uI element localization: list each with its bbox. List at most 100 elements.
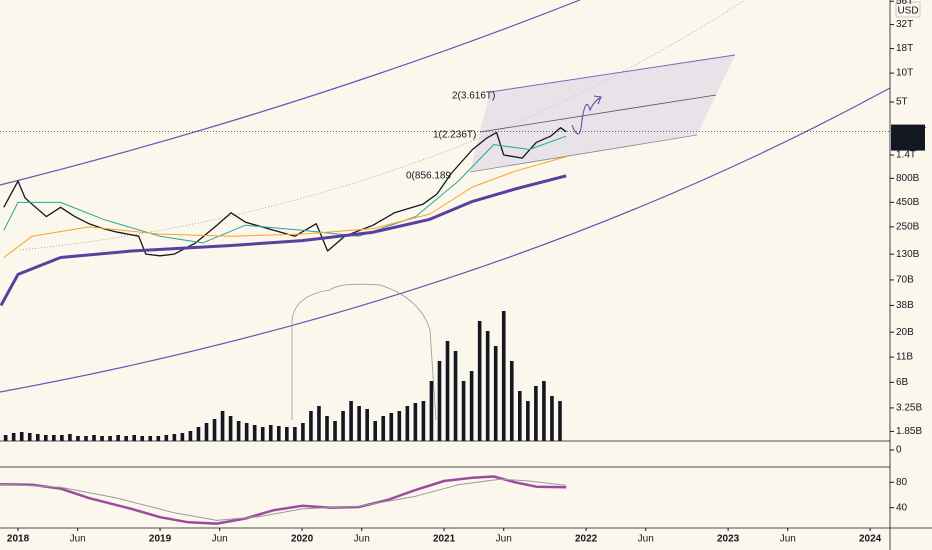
volume-bar	[501, 311, 506, 441]
x-tick-label: 2019	[149, 534, 172, 545]
x-tick-label: Jun	[70, 534, 86, 545]
volume-bar	[477, 321, 482, 441]
volume-bar	[429, 381, 434, 441]
volume-bar	[285, 427, 289, 441]
volume-bar	[309, 411, 313, 441]
volume-bar	[373, 421, 378, 441]
volume-bar	[397, 411, 402, 441]
fib-label: 1(2.236T)	[433, 130, 476, 141]
volume-profile	[291, 283, 437, 421]
volume-bar	[188, 431, 193, 441]
y-tick-label: 800B	[896, 173, 920, 184]
x-tick-label: Jun	[780, 534, 796, 545]
y-tick-label: 450B	[896, 197, 920, 208]
volume-bar	[453, 351, 458, 441]
volume-bar	[389, 413, 394, 441]
series-line	[3, 135, 567, 244]
volume-bar	[19, 432, 24, 441]
volume-bar	[244, 423, 249, 441]
channel-line	[469, 134, 698, 173]
volume-bar	[27, 433, 32, 441]
y-tick-label: 11B	[896, 352, 913, 363]
volume-bar	[116, 435, 120, 441]
volume-bar	[276, 426, 281, 441]
y-tick-label: 40	[896, 502, 908, 513]
y-tick-label: 56T	[896, 0, 913, 7]
volume-bar	[212, 419, 217, 441]
volume-bar	[542, 381, 546, 441]
volume-bar	[3, 435, 8, 441]
volume-bar	[236, 421, 241, 441]
series-line	[3, 156, 567, 258]
y-tick-label: 0	[896, 445, 902, 456]
volume-bar	[445, 341, 450, 441]
volume-bar	[132, 435, 136, 441]
volume-bar	[156, 436, 161, 441]
channel-line	[479, 94, 717, 133]
volume-bar	[68, 434, 72, 441]
volume-bar	[365, 409, 369, 441]
volume-bar	[333, 421, 337, 441]
x-tick-label: 2020	[291, 534, 314, 545]
currency: USD	[897, 6, 918, 17]
y-tick-label: 20B	[896, 327, 914, 338]
volume-bar	[76, 436, 80, 441]
y-tick-label: 3.25B	[896, 403, 922, 414]
last-price-label: 2.458T	[895, 126, 926, 137]
series-line	[3, 127, 567, 257]
series-line	[0, 174, 567, 307]
y-tick-label: 70B	[896, 275, 914, 286]
x-tick-label: Jun	[212, 534, 228, 545]
x-tick-label: 2018	[7, 534, 30, 545]
volume-bar	[509, 361, 514, 441]
volume-bar	[60, 435, 64, 441]
y-tick-label: 130B	[896, 249, 920, 260]
x-tick-label: 2023	[717, 534, 740, 545]
x-tick-label: 2024	[859, 534, 882, 545]
volume-bar	[108, 436, 112, 441]
y-tick-label: 1.85B	[896, 426, 922, 437]
volume-bar	[148, 436, 153, 441]
volume-bar	[140, 436, 145, 441]
volume-bar	[349, 401, 353, 441]
y-tick-label: 32T	[896, 19, 913, 30]
x-tick-label: Jun	[496, 534, 512, 545]
volume-bar	[11, 433, 16, 441]
volume-bar	[260, 427, 265, 441]
volume-bar	[44, 435, 48, 441]
fib-label: 0(856.189	[406, 171, 451, 182]
volume-bar	[84, 436, 88, 441]
x-tick-label: Jun	[638, 534, 654, 545]
volume-bar	[268, 425, 273, 441]
y-tick-label: 80	[896, 477, 908, 488]
last-price-box	[891, 124, 925, 151]
volume-bar	[164, 435, 169, 441]
x-tick-label: 2021	[433, 534, 456, 545]
volume-bar	[341, 411, 345, 441]
y-tick-label: 38B	[896, 300, 914, 311]
volume-bar	[413, 403, 418, 441]
volume-bar	[317, 406, 321, 441]
volume-bar	[534, 386, 538, 441]
volume-bar	[100, 436, 104, 441]
y-tick-label: 1.4T	[896, 150, 916, 161]
x-tick-label: Jun	[354, 534, 370, 545]
countdown: 3d 1h	[895, 138, 920, 149]
volume-bar	[526, 401, 530, 441]
fib-label: 2(3.616T)	[452, 91, 495, 102]
volume-bar	[518, 391, 522, 441]
volume-bar	[493, 346, 498, 441]
volume-bar	[550, 396, 554, 441]
y-tick-label: 250B	[896, 222, 920, 233]
volume-bar	[381, 416, 386, 441]
volume-bar	[293, 427, 297, 441]
arrow-head	[593, 95, 602, 105]
volume-bar	[220, 411, 225, 441]
volume-bar	[52, 435, 56, 441]
volume-bar	[421, 401, 426, 441]
volume-bar	[357, 406, 361, 441]
y-tick-label: 18T	[896, 43, 913, 54]
volume-bar	[437, 361, 442, 441]
volume-bar	[196, 427, 201, 441]
